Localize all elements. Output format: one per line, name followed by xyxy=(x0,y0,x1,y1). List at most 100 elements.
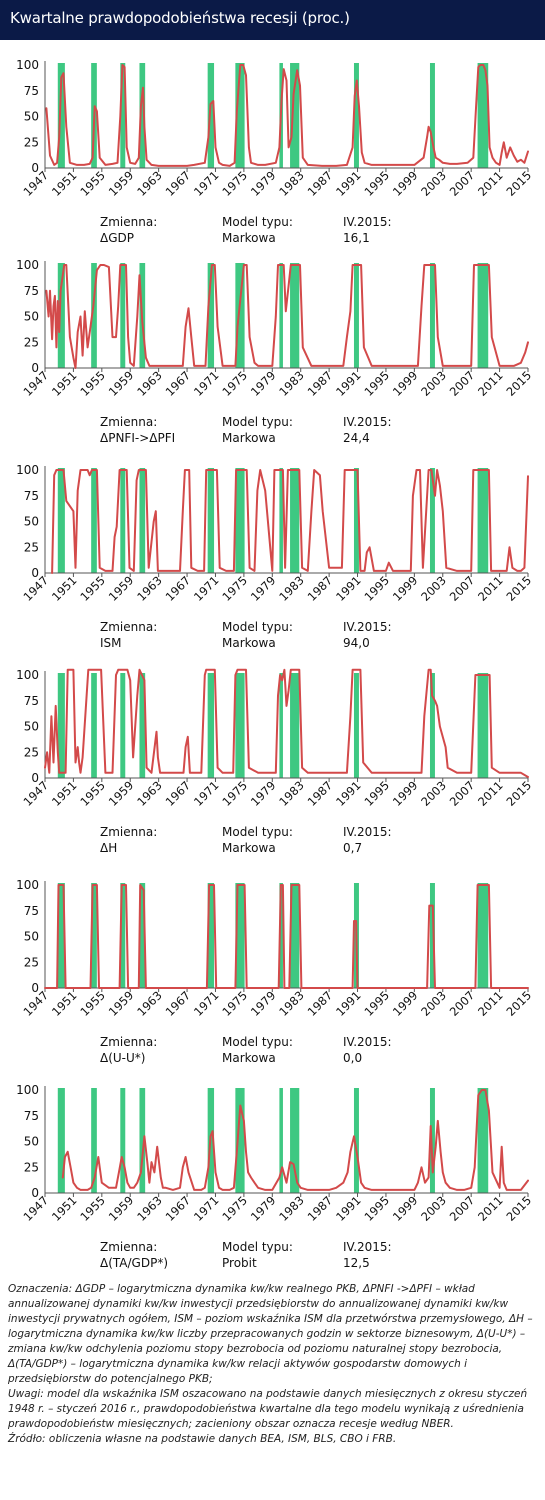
y-tick-label: 0 xyxy=(31,161,39,175)
x-tick-label: 1967 xyxy=(163,368,194,399)
x-tick-label: 1959 xyxy=(106,368,137,399)
x-tick-label: 1955 xyxy=(77,168,108,199)
header-bar: Kwartalne prawdopodobieństwa recesji (pr… xyxy=(0,0,545,40)
recession-band xyxy=(235,883,245,988)
y-tick-label: 0 xyxy=(31,566,39,580)
y-tick-label: 25 xyxy=(24,335,39,349)
x-tick-label: 1995 xyxy=(361,168,392,199)
recession-band xyxy=(57,673,65,778)
x-tick-label: 1979 xyxy=(248,168,279,199)
recession-band xyxy=(91,468,97,573)
chart-panel: 0 25 50 75 100 1947 1951 1955 1959 1963 1967 1971 19… xyxy=(0,1075,545,1270)
recession-band xyxy=(290,63,300,168)
x-tick-label: 1979 xyxy=(248,368,279,399)
recession-band xyxy=(477,1088,489,1193)
x-tick-label: 1979 xyxy=(248,1193,279,1224)
x-tick-label: 1963 xyxy=(134,778,165,809)
recession-band xyxy=(290,468,300,573)
x-tick-label: 1947 xyxy=(21,368,52,399)
x-tick-label: 1975 xyxy=(219,988,250,1019)
variable-value: Δ(U-U*) xyxy=(100,1051,146,1065)
x-tick-label: 1987 xyxy=(305,368,336,399)
y-tick-label: 50 xyxy=(24,110,39,124)
x-tick-label: 1955 xyxy=(77,1193,108,1224)
recession-band xyxy=(91,263,97,368)
chart-svg: 0255075100194719511955195919631967197119… xyxy=(16,668,534,809)
recession-band xyxy=(57,468,65,573)
x-tick-label: 1991 xyxy=(333,573,364,604)
model-value: Markowa xyxy=(222,231,276,245)
recession-band xyxy=(207,673,215,778)
recession-band xyxy=(235,673,245,778)
variable-label: Zmienna: xyxy=(100,1240,158,1254)
model-value: Markowa xyxy=(222,636,276,650)
x-tick-label: 1967 xyxy=(163,1193,194,1224)
series-line xyxy=(51,469,529,574)
x-tick-label: 1991 xyxy=(333,168,364,199)
x-tick-label: 2015 xyxy=(504,988,535,1019)
y-tick-label: 100 xyxy=(16,878,39,892)
series-line xyxy=(45,264,529,369)
x-tick-label: 1987 xyxy=(305,988,336,1019)
recession-band xyxy=(353,1088,359,1193)
x-tick-label: 1959 xyxy=(106,1193,137,1224)
x-tick-label: 1959 xyxy=(106,168,137,199)
chart-panel: 0 25 50 75 100 1947 1951 1955 1959 1963 1967 1971 19… xyxy=(0,50,545,245)
recession-band xyxy=(429,63,435,168)
x-tick-label: 2007 xyxy=(447,988,478,1019)
chart-svg: 0255075100194719511955195919631967197119… xyxy=(16,58,534,199)
variable-value: ΔPNFI->ΔPFI xyxy=(100,431,176,445)
recession-band xyxy=(91,1088,97,1193)
recession-band xyxy=(120,468,126,573)
chart-panel: 0 25 50 75 100 1947 1951 1955 1959 1963 1967 1971 19… xyxy=(0,660,545,855)
series-line xyxy=(44,884,529,989)
y-tick-label: 25 xyxy=(24,540,39,554)
recession-band xyxy=(279,468,283,573)
x-tick-label: 2003 xyxy=(418,168,449,199)
y-tick-label: 25 xyxy=(24,1160,39,1174)
x-tick-label: 2007 xyxy=(447,168,478,199)
recession-band xyxy=(57,1088,65,1193)
recession-band xyxy=(139,63,146,168)
x-tick-label: 1975 xyxy=(219,778,250,809)
recession-band xyxy=(120,63,126,168)
x-tick-label: 1971 xyxy=(191,1193,222,1224)
recession-band xyxy=(353,263,359,368)
x-tick-label: 1955 xyxy=(77,778,108,809)
recession-band xyxy=(429,673,435,778)
x-tick-label: 2011 xyxy=(475,778,506,809)
x-tick-label: 1987 xyxy=(305,573,336,604)
variable-value: ISM xyxy=(100,636,122,650)
x-tick-label: 1999 xyxy=(390,778,421,809)
variable-value: ΔGDP xyxy=(100,231,134,245)
chart-svg: 0255075100194719511955195919631967197119… xyxy=(16,463,535,604)
x-tick-label: 1963 xyxy=(134,1193,165,1224)
model-label: Model typu: xyxy=(222,415,293,429)
x-tick-label: 1951 xyxy=(49,778,80,809)
recession-band xyxy=(207,883,215,988)
last-value-label: IV.2015: xyxy=(343,825,392,839)
y-tick-label: 75 xyxy=(24,84,39,98)
y-tick-label: 50 xyxy=(24,1135,39,1149)
x-tick-label: 1951 xyxy=(49,1193,80,1224)
recession-band xyxy=(57,63,65,168)
recession-band xyxy=(235,263,245,368)
x-tick-label: 1983 xyxy=(276,168,307,199)
recession-band xyxy=(477,63,489,168)
variable-value: ΔH xyxy=(100,841,118,855)
recession-band xyxy=(139,1088,146,1193)
series-line xyxy=(44,668,529,778)
recession-band xyxy=(139,468,146,573)
y-tick-label: 0 xyxy=(31,771,39,785)
x-tick-label: 1999 xyxy=(390,168,421,199)
x-tick-label: 1947 xyxy=(21,1193,52,1224)
x-tick-label: 1951 xyxy=(49,168,80,199)
x-tick-label: 1951 xyxy=(49,368,80,399)
x-tick-label: 1979 xyxy=(248,573,279,604)
x-tick-label: 1995 xyxy=(361,368,392,399)
x-tick-label: 1975 xyxy=(219,368,250,399)
y-tick-label: 100 xyxy=(16,258,39,272)
notes-legend: Oznaczenia: ΔGDP – logarytmiczna dynamik… xyxy=(8,1283,533,1385)
x-tick-label: 2015 xyxy=(504,573,535,604)
x-tick-label: 2015 xyxy=(504,1193,535,1224)
